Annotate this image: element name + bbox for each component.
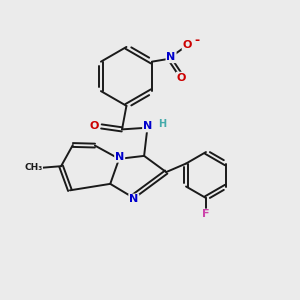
Text: H: H [158,119,166,129]
Text: CH₃: CH₃ [24,163,43,172]
Text: -: - [194,34,200,47]
Text: N: N [167,52,176,62]
Text: F: F [202,209,210,220]
Text: N: N [129,194,138,205]
Text: N: N [115,152,124,162]
Text: O: O [89,122,99,131]
Text: N: N [143,122,152,131]
Text: O: O [177,73,186,82]
Text: O: O [183,40,192,50]
